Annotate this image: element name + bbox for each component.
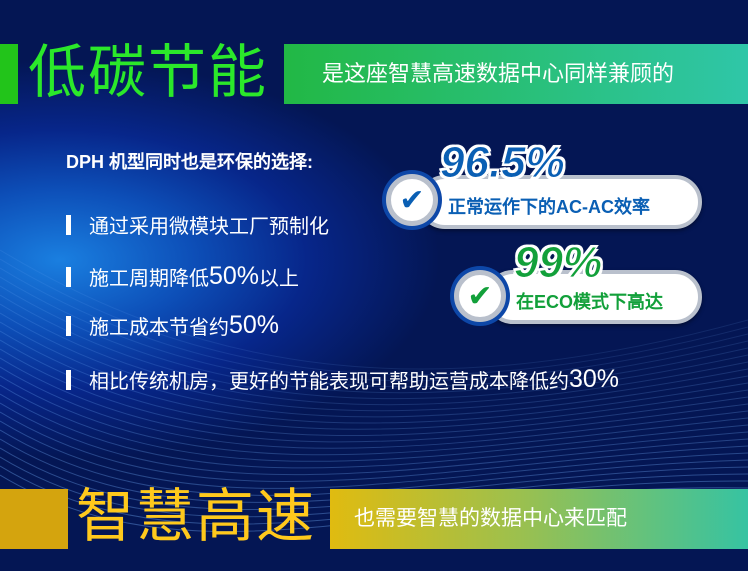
bottom-accent-block xyxy=(0,489,68,549)
bullet-number: 50% xyxy=(229,311,280,339)
checkmark-icon: ✔ xyxy=(386,174,438,226)
bullet-marker xyxy=(66,369,71,390)
bullet-item: 相比传统机房，更好的节能表现可帮助运营成本降低约 30% xyxy=(66,365,619,394)
top-accent-block xyxy=(0,44,18,104)
top-banner-title: 低碳节能 xyxy=(28,40,269,105)
badge-value: 96.5% xyxy=(440,138,566,188)
bullet-marker xyxy=(66,315,71,336)
bullet-text: 通过采用微模块工厂预制化 xyxy=(89,216,329,238)
bullet-text: 施工成本节省约 xyxy=(89,317,229,339)
bullet-marker xyxy=(66,214,71,235)
intro-heading: DPH 机型同时也是环保的选择: xyxy=(66,152,313,172)
bullet-number: 30% xyxy=(569,365,620,393)
top-banner-subtitle: 是这座智慧高速数据中心同样兼顾的 xyxy=(284,44,748,104)
bottom-banner-title: 智慧高速 xyxy=(76,484,317,549)
badge-label: 在ECO模式下高达 xyxy=(516,292,664,312)
bullet-marker xyxy=(66,266,71,287)
badge-label: 正常运作下的AC-AC效率 xyxy=(448,197,650,217)
bottom-banner-subtitle: 也需要智慧的数据中心来匹配 xyxy=(330,489,748,549)
bullet-text: 施工周期降低 xyxy=(89,268,209,290)
bullet-item: 施工周期降低 50% 以上 xyxy=(66,262,299,291)
bullet-item: 通过采用微模块工厂预制化 xyxy=(66,210,329,239)
bullet-suffix: 以上 xyxy=(259,268,300,290)
bullet-text: 相比传统机房，更好的节能表现可帮助运营成本降低约 xyxy=(89,371,569,393)
bullet-item: 施工成本节省约 50% xyxy=(66,311,279,340)
eco-badge: 在ECO模式下高达 xyxy=(486,270,702,324)
bullet-number: 50% xyxy=(209,262,260,290)
badge-value: 99% xyxy=(513,238,603,288)
checkmark-icon: ✔ xyxy=(454,270,506,322)
